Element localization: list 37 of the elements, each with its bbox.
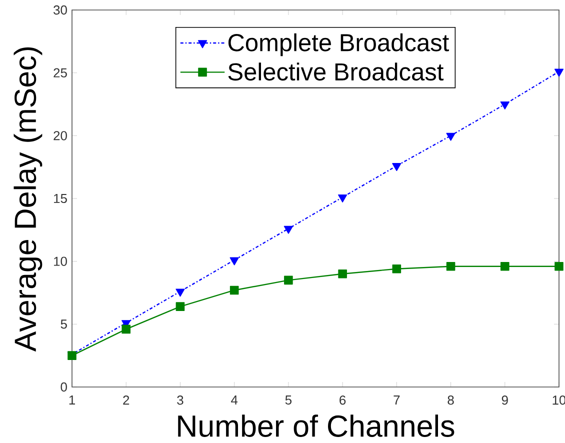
- x-tick-label: 9: [502, 396, 508, 405]
- point: [176, 302, 185, 311]
- point: [122, 324, 131, 334]
- point: [554, 262, 564, 271]
- x-tick-label: 2: [123, 396, 130, 405]
- point: [284, 226, 293, 234]
- y-tick-label: 5: [60, 320, 67, 329]
- x-tick-label: 7: [394, 396, 400, 404]
- legend-label: Complete Broadcast: [228, 33, 449, 56]
- point: [446, 132, 456, 141]
- y-tick-label: 0: [60, 382, 67, 392]
- point: [446, 262, 456, 271]
- x-axis-title: Number of Channels: [178, 414, 454, 437]
- point: [392, 264, 402, 274]
- point: [500, 262, 510, 271]
- x-tick-label: 1: [69, 396, 75, 404]
- point: [338, 194, 348, 202]
- y-tick-label: 10: [54, 256, 67, 266]
- x-tick-label: 5: [285, 396, 292, 405]
- point: [230, 257, 239, 266]
- y-tick-label: 20: [54, 131, 67, 140]
- y-tick-label: 15: [54, 194, 67, 204]
- point: [230, 286, 239, 295]
- x-tick-label: 6: [340, 396, 346, 405]
- y-tick-label: 25: [54, 68, 67, 78]
- point: [284, 276, 293, 285]
- point: [176, 288, 185, 297]
- x-tick-label: 8: [448, 396, 454, 405]
- point: [554, 68, 564, 77]
- legend-label: Selective Broadcast: [228, 62, 444, 81]
- x-tick-label: 3: [177, 396, 184, 405]
- point: [500, 101, 510, 110]
- y-axis-title: Average Delay (mSec): [14, 47, 42, 352]
- point: [338, 270, 347, 278]
- y-tick-label: 30: [54, 5, 67, 15]
- point: [392, 163, 402, 172]
- x-tick-label: 4: [231, 396, 238, 404]
